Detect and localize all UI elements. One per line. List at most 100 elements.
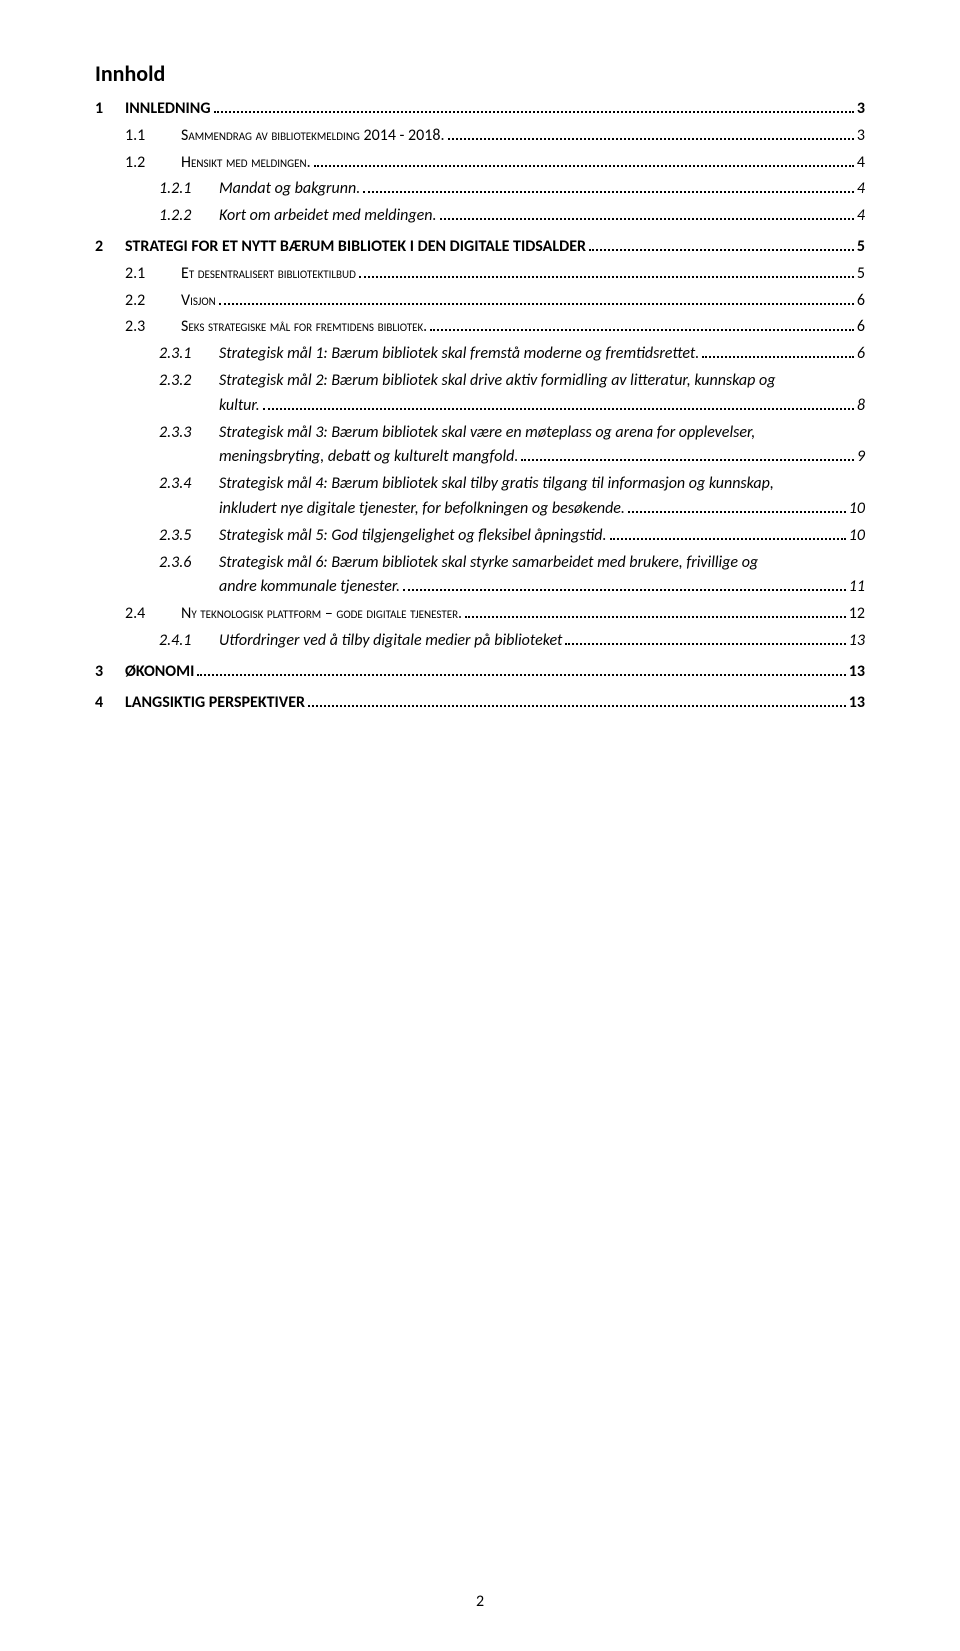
- toc-leader-dots: [263, 395, 854, 409]
- toc-leader-dots: [440, 206, 854, 220]
- toc-leader-dots: [628, 499, 846, 513]
- toc-entry-number: 2.4: [125, 602, 181, 627]
- toc-leader-dots: [589, 237, 854, 251]
- toc-leader-dots: [314, 152, 854, 166]
- toc-leader-dots: [465, 604, 846, 618]
- toc-entry-label: ØKONOMI: [125, 660, 194, 685]
- table-of-contents: 1INNLEDNING31.1Sammendrag av bibliotekme…: [95, 97, 865, 715]
- toc-leader-dots: [610, 525, 846, 539]
- toc-entry: 2.3.5Strategisk mål 5: God tilgjengeligh…: [95, 524, 865, 549]
- toc-leader-dots: [403, 577, 846, 591]
- toc-entry-page: 5: [857, 235, 865, 260]
- toc-entry-number: 1: [95, 97, 125, 122]
- toc-entry: 2.3.1Strategisk mål 1: Bærum bibliotek s…: [95, 342, 865, 367]
- toc-entry-page: 6: [857, 315, 865, 340]
- toc-entry-page: 11: [849, 575, 865, 600]
- toc-entry-label: STRATEGI FOR ET NYTT BÆRUM BIBLIOTEK I D…: [125, 235, 586, 260]
- toc-entry-page: 13: [849, 660, 865, 685]
- toc-entry-page: 8: [857, 394, 865, 419]
- toc-entry: 3ØKONOMI 13: [95, 660, 865, 685]
- toc-entry-page: 4: [857, 204, 865, 229]
- toc-entry: 2.4.1Utfordringer ved å tilby digitale m…: [95, 629, 865, 654]
- toc-entry-label: Et desentralisert bibliotektilbud: [181, 262, 356, 287]
- toc-entry: 1INNLEDNING 3: [95, 97, 865, 122]
- toc-entry-page: 13: [849, 691, 865, 716]
- toc-entry-page: 13: [849, 629, 865, 654]
- toc-entry-label: Visjon: [181, 289, 216, 314]
- toc-entry-page: 4: [857, 151, 865, 176]
- toc-leader-dots: [363, 179, 854, 193]
- toc-entry-label-cont: meningsbryting, debatt og kulturelt mang…: [219, 445, 518, 470]
- toc-entry-number: 2.3.2: [159, 369, 219, 394]
- toc-entry-number: 2.3.4: [159, 472, 219, 497]
- toc-entry-label-cont: inkludert nye digitale tjenester, for be…: [219, 497, 625, 522]
- toc-entry-label-cont: andre kommunale tjenester.: [219, 575, 400, 600]
- toc-entry-number: 2.2: [125, 289, 181, 314]
- toc-entry-number: 3: [95, 660, 125, 685]
- toc-entry: 1.1Sammendrag av bibliotekmelding 2014 -…: [95, 124, 865, 149]
- toc-leader-dots: [521, 447, 854, 461]
- toc-entry: 2.2Visjon 6: [95, 289, 865, 314]
- toc-title: Innhold: [95, 60, 865, 87]
- toc-entry-page: 9: [857, 445, 865, 470]
- toc-entry-number: 2.3.3: [159, 421, 219, 446]
- toc-leader-dots: [430, 317, 854, 331]
- toc-entry-label: Strategisk mål 2: Bærum bibliotek skal d…: [219, 369, 775, 394]
- toc-entry-number: 2: [95, 235, 125, 260]
- toc-entry: 1.2.2Kort om arbeidet med meldingen. 4: [95, 204, 865, 229]
- toc-entry-label: Mandat og bakgrunn.: [219, 177, 360, 202]
- toc-leader-dots: [359, 263, 854, 277]
- toc-entry-number: 4: [95, 691, 125, 716]
- toc-entry-page: 3: [857, 97, 865, 122]
- toc-entry-label: Sammendrag av bibliotekmelding 2014 - 20…: [181, 124, 445, 149]
- toc-entry-page: 10: [849, 524, 865, 549]
- toc-entry-label-cont: kultur.: [219, 394, 260, 419]
- toc-entry-label: Seks strategiske mål for fremtidens bibl…: [181, 315, 427, 340]
- toc-entry-page: 10: [849, 497, 865, 522]
- toc-entry-page: 12: [849, 602, 865, 627]
- toc-entry-page: 3: [857, 124, 865, 149]
- toc-entry-number: 2.3.1: [159, 342, 219, 367]
- toc-entry-label: Strategisk mål 3: Bærum bibliotek skal v…: [219, 421, 755, 446]
- toc-entry-number: 2.3: [125, 315, 181, 340]
- toc-entry: 2.1Et desentralisert bibliotektilbud 5: [95, 262, 865, 287]
- toc-entry-page: 6: [857, 342, 865, 367]
- toc-leader-dots: [308, 692, 846, 706]
- toc-entry: 4LANGSIKTIG PERSPEKTIVER 13: [95, 691, 865, 716]
- toc-entry: 2STRATEGI FOR ET NYTT BÆRUM BIBLIOTEK I …: [95, 235, 865, 260]
- toc-entry: 2.3.2Strategisk mål 2: Bærum bibliotek s…: [95, 369, 865, 419]
- toc-leader-dots: [214, 99, 854, 113]
- toc-entry-label: Kort om arbeidet med meldingen.: [219, 204, 437, 229]
- toc-entry: 1.2.1Mandat og bakgrunn. 4: [95, 177, 865, 202]
- toc-entry-page: 6: [857, 289, 865, 314]
- toc-leader-dots: [219, 290, 854, 304]
- toc-leader-dots: [448, 125, 854, 139]
- toc-entry-label: Hensikt med meldingen.: [181, 151, 311, 176]
- toc-entry-number: 2.1: [125, 262, 181, 287]
- toc-leader-dots: [565, 631, 845, 645]
- toc-entry-label: Strategisk mål 5: God tilgjengelighet og…: [219, 524, 607, 549]
- toc-entry-page: 4: [857, 177, 865, 202]
- toc-entry-number: 2.4.1: [159, 629, 219, 654]
- toc-entry-page: 5: [857, 262, 865, 287]
- page-number: 2: [0, 1592, 960, 1611]
- toc-entry-label: Strategisk mål 4: Bærum bibliotek skal t…: [219, 472, 774, 497]
- toc-entry-label: INNLEDNING: [125, 97, 211, 122]
- toc-entry: 2.3.4Strategisk mål 4: Bærum bibliotek s…: [95, 472, 865, 522]
- toc-entry: 2.4Ny teknologisk plattform – gode digit…: [95, 602, 865, 627]
- toc-entry-number: 1.2.2: [159, 204, 219, 229]
- toc-entry-number: 1.1: [125, 124, 181, 149]
- document-page: Innhold 1INNLEDNING31.1Sammendrag av bib…: [0, 0, 960, 1651]
- toc-entry-number: 1.2.1: [159, 177, 219, 202]
- toc-entry-label: Ny teknologisk plattform – gode digitale…: [181, 602, 462, 627]
- toc-entry: 1.2Hensikt med meldingen.4: [95, 151, 865, 176]
- toc-entry-label: Utfordringer ved å tilby digitale medier…: [219, 629, 562, 654]
- toc-entry: 2.3Seks strategiske mål for fremtidens b…: [95, 315, 865, 340]
- toc-leader-dots: [702, 344, 854, 358]
- toc-entry-label: Strategisk mål 1: Bærum bibliotek skal f…: [219, 342, 699, 367]
- toc-entry: 2.3.6Strategisk mål 6: Bærum bibliotek s…: [95, 551, 865, 601]
- toc-entry-label: LANGSIKTIG PERSPEKTIVER: [125, 691, 305, 716]
- toc-entry: 2.3.3Strategisk mål 3: Bærum bibliotek s…: [95, 421, 865, 471]
- toc-leader-dots: [197, 661, 845, 675]
- toc-entry-number: 2.3.5: [159, 524, 219, 549]
